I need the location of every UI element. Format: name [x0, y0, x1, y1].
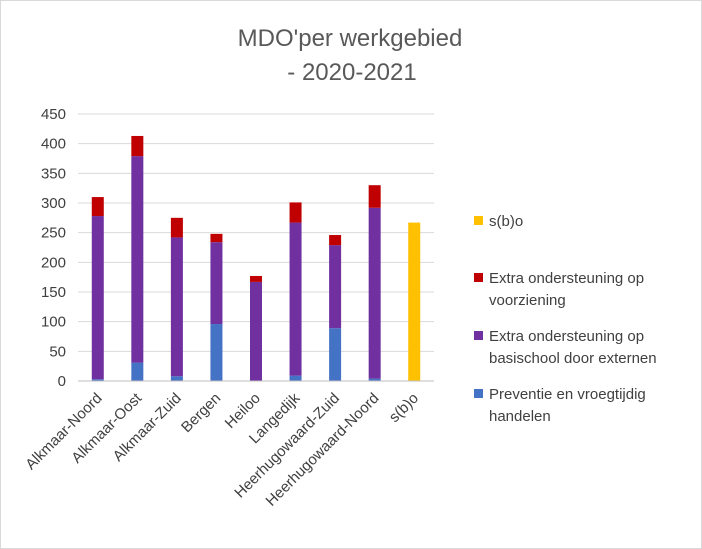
y-tick-label: 250	[41, 225, 66, 242]
bar-segment	[210, 233, 223, 243]
y-tick-label: 150	[41, 284, 66, 301]
legend-label: Extra ondersteuning op	[489, 328, 644, 345]
bar-segment	[368, 378, 381, 381]
bar-segment	[131, 135, 144, 157]
y-tick-label: 0	[58, 373, 66, 390]
legend-label: handelen	[489, 408, 551, 425]
bar-segment	[250, 275, 262, 282]
bar-segment	[329, 328, 342, 381]
y-tick-label: 400	[41, 136, 66, 153]
legend-label: voorziening	[489, 292, 566, 309]
y-tick-label: 50	[49, 343, 66, 360]
y-tick-label: 350	[41, 165, 66, 182]
chart-title-line-2: - 2020-2021	[287, 59, 416, 86]
bar-segment	[250, 281, 262, 381]
x-axis-ticks: Alkmaar-NoordAlkmaar-OostAlkmaar-ZuidBer…	[22, 389, 422, 510]
bars	[91, 135, 421, 381]
y-tick-label: 200	[41, 254, 66, 271]
y-tick-label: 100	[41, 314, 66, 331]
legend-swatch	[474, 216, 483, 225]
chart-title-line-1: MDO'per werkgebied	[238, 25, 463, 52]
bar-segment	[170, 376, 183, 381]
bar-segment	[329, 235, 342, 246]
bar-segment	[210, 242, 223, 325]
y-tick-label: 300	[41, 195, 66, 212]
bar-segment	[368, 207, 381, 379]
bar-segment	[289, 375, 302, 381]
legend-label: s(b)o	[489, 213, 523, 230]
bar-segment	[289, 202, 302, 223]
legend-label: Extra ondersteuning op	[489, 270, 644, 287]
bar-segment	[91, 216, 104, 380]
bar-segment	[131, 156, 144, 363]
y-axis-ticks: 0 50 100 150 200 250 300 350 400 450	[41, 106, 66, 390]
bar-segment	[91, 379, 104, 381]
bar-segment	[408, 222, 421, 381]
x-tick-label: Bergen	[178, 390, 224, 436]
bar-segment	[170, 217, 183, 238]
legend-swatch	[474, 273, 483, 282]
y-tick-label: 450	[41, 106, 66, 123]
bar-segment	[170, 237, 183, 377]
legend-label: basischool door externen	[489, 350, 657, 367]
bar-segment	[329, 245, 342, 329]
bar-segment	[289, 222, 302, 376]
x-tick-label: s(b)o	[386, 390, 422, 426]
bar-segment	[210, 324, 223, 381]
legend: s(b)o Extra ondersteuning op voorziening Ex…	[474, 213, 657, 425]
bar-segment	[91, 197, 104, 217]
legend-swatch	[474, 389, 483, 398]
legend-swatch	[474, 331, 483, 340]
bar-segment	[368, 185, 381, 208]
legend-label: Preventie en vroegtijdig	[489, 386, 646, 403]
bar-segment	[131, 362, 144, 381]
